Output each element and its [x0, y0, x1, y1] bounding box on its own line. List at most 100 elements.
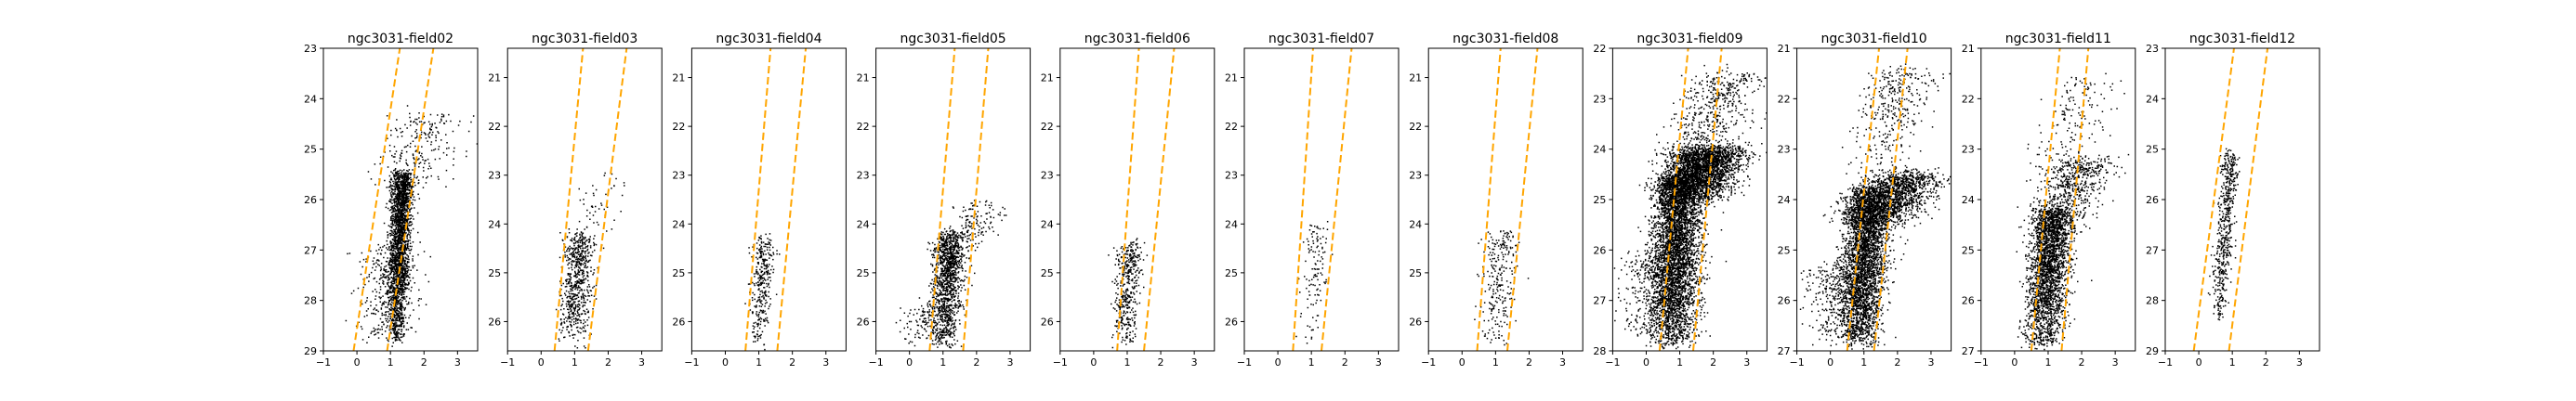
y-tick-label: 22	[1593, 43, 1606, 55]
y-tick-label: 25	[1778, 244, 1791, 256]
scatter-points	[2207, 148, 2241, 321]
y-tick-label: 22	[1225, 121, 1238, 133]
panel-title: ngc3031-field09	[1636, 32, 1742, 46]
y-tick-label: 25	[1225, 267, 1238, 279]
guide-line	[928, 47, 956, 352]
x-tick-label: 2	[2079, 356, 2085, 369]
x-tick-label: 3	[638, 356, 645, 369]
y-tick-label: 23	[1593, 93, 1606, 105]
panel-title: ngc3031-field05	[900, 32, 1006, 46]
guide-line	[2192, 47, 2235, 352]
x-tick-label: 0	[1643, 356, 1649, 369]
scatter-points	[895, 200, 1007, 349]
x-tick-label: 2	[2263, 356, 2269, 369]
panel-title: ngc3031-field11	[2005, 32, 2111, 46]
x-tick-label: −1	[868, 356, 883, 369]
y-tick-label: 25	[672, 267, 685, 279]
y-tick-label: 21	[1962, 43, 1975, 55]
y-tick-label: 21	[1041, 72, 1054, 84]
x-tick-label: 1	[1124, 356, 1130, 369]
y-tick-label: 23	[857, 170, 870, 182]
x-tick-label: 3	[1191, 356, 1198, 369]
x-tick-label: 2	[1710, 356, 1716, 369]
guide-line	[1292, 47, 1314, 352]
guide-line	[962, 47, 990, 352]
y-tick-label: 26	[1409, 316, 1422, 328]
y-tick-label: 23	[1962, 144, 1975, 156]
guide-line	[2060, 47, 2090, 352]
x-tick-label: 3	[1743, 356, 1750, 369]
x-tick-label: 2	[1526, 356, 1532, 369]
y-tick-label: 22	[672, 121, 685, 133]
y-tick-label: 27	[2146, 244, 2159, 256]
x-tick-label: 1	[388, 356, 394, 369]
y-tick-label: 24	[1041, 218, 1054, 230]
y-tick-label: 26	[1041, 316, 1054, 328]
y-tick-label: 24	[1962, 194, 1975, 206]
guide-line	[1692, 47, 1723, 352]
axes-frame	[1427, 47, 1584, 352]
y-tick-label: 28	[1593, 345, 1606, 357]
axes-frame	[1059, 47, 1216, 352]
x-tick-label: 3	[2112, 356, 2119, 369]
y-tick-label: 21	[672, 72, 685, 84]
x-tick-label: 0	[722, 356, 729, 369]
y-tick-label: 23	[2146, 43, 2159, 55]
panel-title: ngc3031-field07	[1268, 32, 1374, 46]
y-tick-label: 22	[1041, 121, 1054, 133]
x-tick-label: −1	[500, 356, 515, 369]
x-tick-label: −1	[1237, 356, 1252, 369]
y-tick-label: 24	[1225, 218, 1238, 230]
guide-line	[1116, 47, 1140, 352]
scatter-points	[1108, 238, 1149, 349]
y-tick-label: 21	[488, 72, 501, 84]
y-tick-label: 25	[1962, 244, 1975, 256]
y-tick-label: 25	[488, 267, 501, 279]
x-tick-label: 0	[538, 356, 545, 369]
x-tick-label: 0	[2196, 356, 2202, 369]
scatter-points	[555, 172, 625, 349]
y-tick-label: 29	[304, 345, 317, 357]
y-tick-label: 26	[304, 194, 317, 206]
y-tick-label: 21	[857, 72, 870, 84]
guide-line	[1506, 47, 1539, 352]
panel-title: ngc3031-field03	[532, 32, 637, 46]
y-tick-label: 26	[2146, 194, 2159, 206]
guide-line	[1476, 47, 1502, 352]
axes-frame	[875, 47, 1032, 352]
y-tick-label: 25	[857, 267, 870, 279]
y-tick-label: 24	[672, 218, 685, 230]
y-tick-label: 27	[304, 244, 317, 256]
x-tick-label: −1	[316, 356, 331, 369]
x-tick-label: 0	[1827, 356, 1833, 369]
x-tick-label: 1	[1676, 356, 1683, 369]
guide-line	[586, 47, 628, 352]
scatter-points	[1474, 230, 1530, 346]
guide-line	[1143, 47, 1176, 352]
x-tick-label: −1	[1605, 356, 1620, 369]
x-tick-label: 1	[756, 356, 762, 369]
y-tick-label: 24	[857, 218, 870, 230]
x-tick-label: 3	[822, 356, 829, 369]
y-tick-label: 25	[1041, 267, 1054, 279]
y-tick-label: 24	[1409, 218, 1422, 230]
y-tick-label: 26	[1225, 316, 1238, 328]
panel-title: ngc3031-field10	[1821, 32, 1927, 46]
x-tick-label: 3	[454, 356, 461, 369]
y-tick-label: 24	[2146, 93, 2159, 105]
y-tick-label: 23	[1225, 170, 1238, 182]
scatter-points	[1613, 63, 1768, 350]
y-tick-label: 27	[1962, 345, 1975, 357]
x-tick-label: −1	[684, 356, 699, 369]
axes-frame	[506, 47, 663, 352]
panel-title: ngc3031-field08	[1452, 32, 1558, 46]
y-tick-label: 24	[1593, 144, 1606, 156]
y-tick-label: 27	[1778, 345, 1791, 357]
